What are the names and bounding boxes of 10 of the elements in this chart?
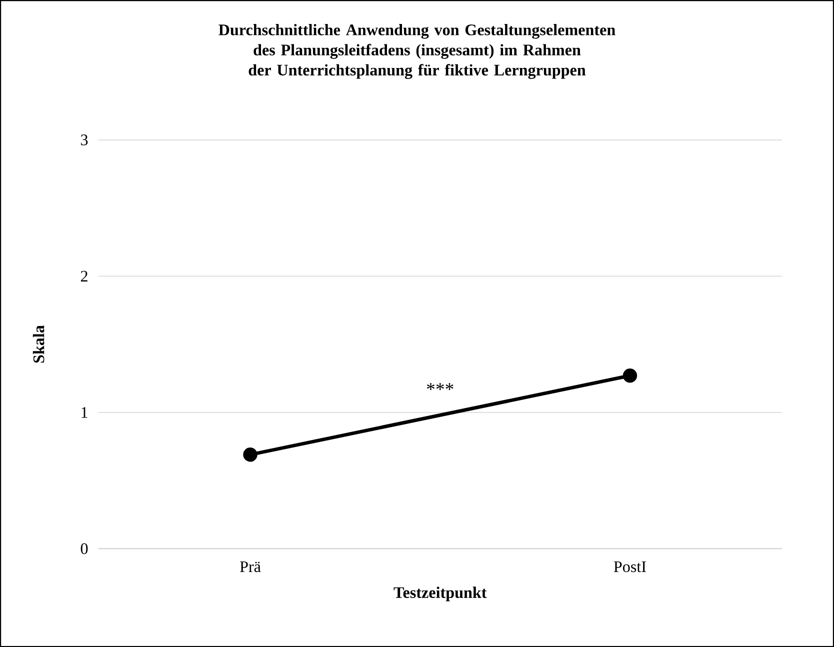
annotation: *** — [426, 383, 454, 390]
y-tick-label: 2 — [80, 270, 88, 282]
y-tick-label: 1 — [82, 407, 88, 418]
y-tick-label: 0 — [80, 543, 88, 554]
y-tick-label: 3 — [81, 134, 88, 146]
x-axis-title: Testzeitpunkt — [394, 586, 487, 602]
chart-title: Durchschnittliche Anwendung von Gestaltungselementen des Planungsleitfadens (insgesamt) im Rahmen der Unterrichtsplanung für fiktive Lerngruppen — [218, 24, 616, 79]
x-tick-label: Prä — [240, 561, 261, 572]
y-axis-title: Skala — [32, 325, 44, 363]
x-tick-label: PostI — [614, 561, 646, 572]
